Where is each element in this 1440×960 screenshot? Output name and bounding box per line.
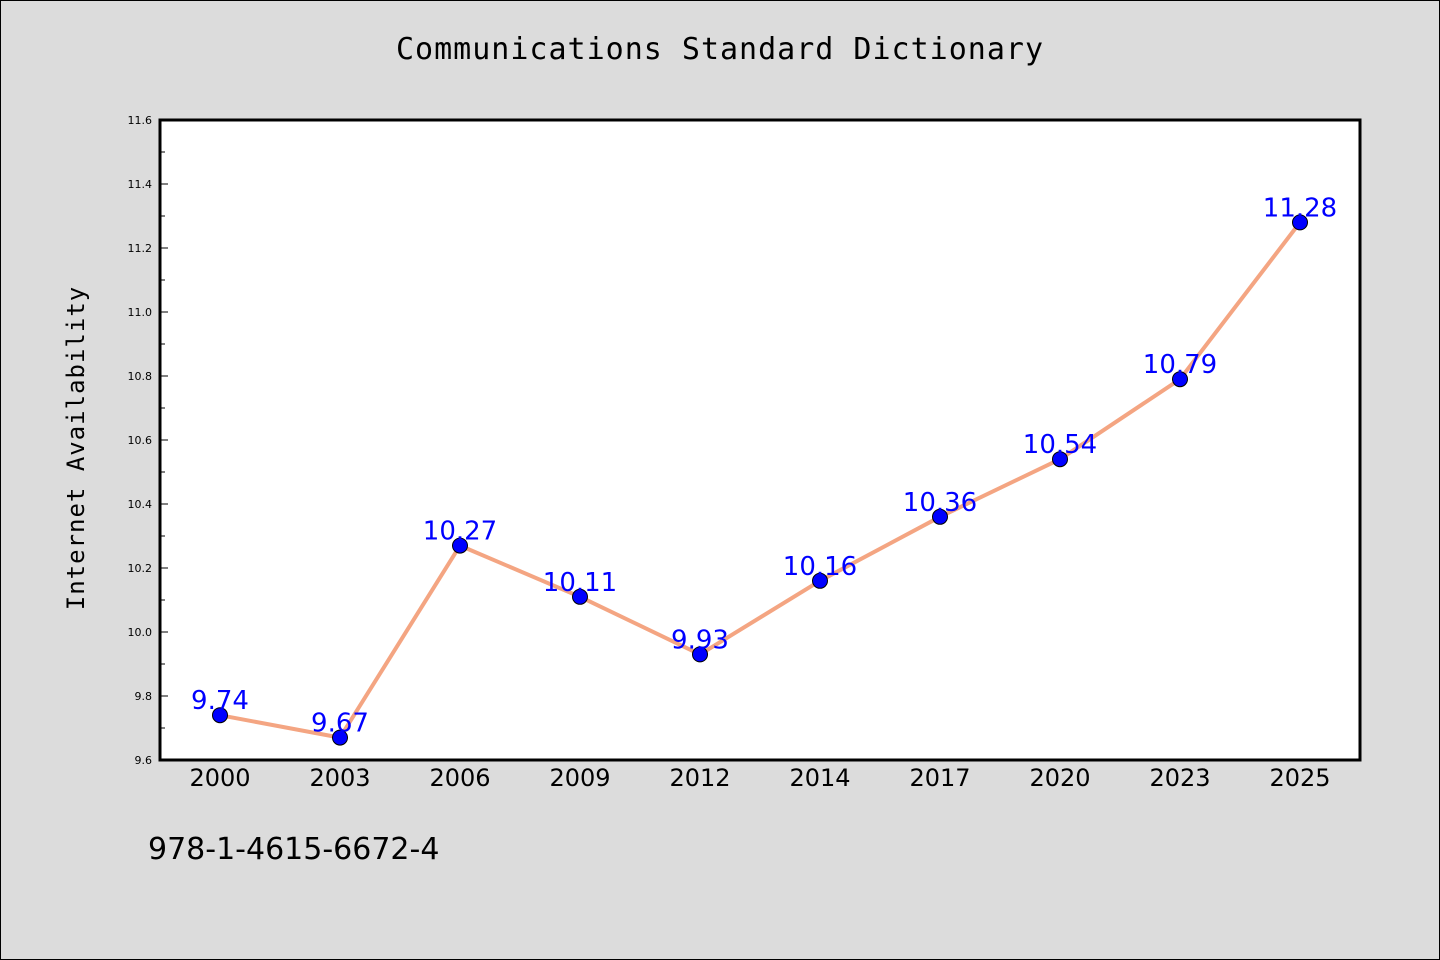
y-tick-label: 9.6 (135, 754, 153, 767)
data-label: 9.74 (191, 686, 249, 716)
data-label: 10.54 (1023, 430, 1097, 460)
x-tick-label: 2000 (189, 764, 250, 792)
y-tick-label: 9.8 (135, 690, 153, 703)
data-label: 9.93 (671, 625, 729, 655)
y-axis-ticks: 9.6 9.8 10.0 10.2 10.4 10.6 10.8 11.0 11.2 11.4 11… (128, 114, 168, 767)
y-tick-label: 11.6 (128, 114, 153, 127)
data-label: 10.36 (903, 488, 977, 518)
x-tick-label: 2017 (909, 764, 970, 792)
data-label: 10.11 (543, 568, 617, 598)
data-point (932, 508, 948, 525)
y-tick-label: 11.4 (128, 178, 153, 191)
y-axis-label: Internet Availability (62, 286, 90, 610)
data-point (812, 572, 828, 589)
series-line (219, 221, 1302, 740)
data-point (1052, 451, 1068, 468)
y-tick-label: 10.6 (128, 434, 153, 447)
series-layer (212, 214, 1308, 746)
y-tick-label: 10.4 (128, 498, 153, 511)
chart-title: Communications Standard Dictionary (395, 32, 1045, 67)
x-axis-ticks: 2000 2003 2006 2009 2012 2014 2017 2020 2023 2025 (189, 764, 1330, 792)
plot-area (158, 118, 1362, 762)
x-tick-label: 2012 (669, 764, 730, 792)
data-label: 9.67 (311, 709, 369, 739)
data-label: 11.28 (1263, 193, 1337, 223)
data-point (1172, 371, 1188, 388)
y-tick-label: 10.0 (128, 626, 153, 639)
data-labels-layer: 9.74 9.67 10.27 10.11 9.93 10.16 10.36 10.54 10.… (191, 193, 1337, 738)
data-label: 10.27 (423, 517, 497, 547)
data-label: 10.79 (1143, 350, 1217, 380)
x-tick-label: 2003 (309, 764, 370, 792)
x-tick-label: 2025 (1269, 764, 1330, 792)
y-tick-label: 11.2 (128, 242, 153, 255)
y-tick-label: 10.8 (128, 370, 153, 383)
data-point (692, 646, 708, 663)
data-point (332, 729, 348, 746)
data-point (212, 707, 228, 724)
x-tick-label: 2014 (789, 764, 850, 792)
isbn-text: 978-1-4615-6672-4 (148, 832, 440, 867)
y-tick-label: 10.2 (128, 562, 153, 575)
x-tick-label: 2020 (1029, 764, 1090, 792)
data-point (1292, 214, 1308, 231)
x-tick-label: 2023 (1149, 764, 1210, 792)
data-label: 10.16 (783, 552, 857, 582)
x-tick-label: 2009 (549, 764, 610, 792)
data-point (452, 537, 468, 554)
y-tick-label: 11.0 (128, 306, 153, 319)
x-tick-label: 2006 (429, 764, 490, 792)
data-point (572, 588, 588, 605)
